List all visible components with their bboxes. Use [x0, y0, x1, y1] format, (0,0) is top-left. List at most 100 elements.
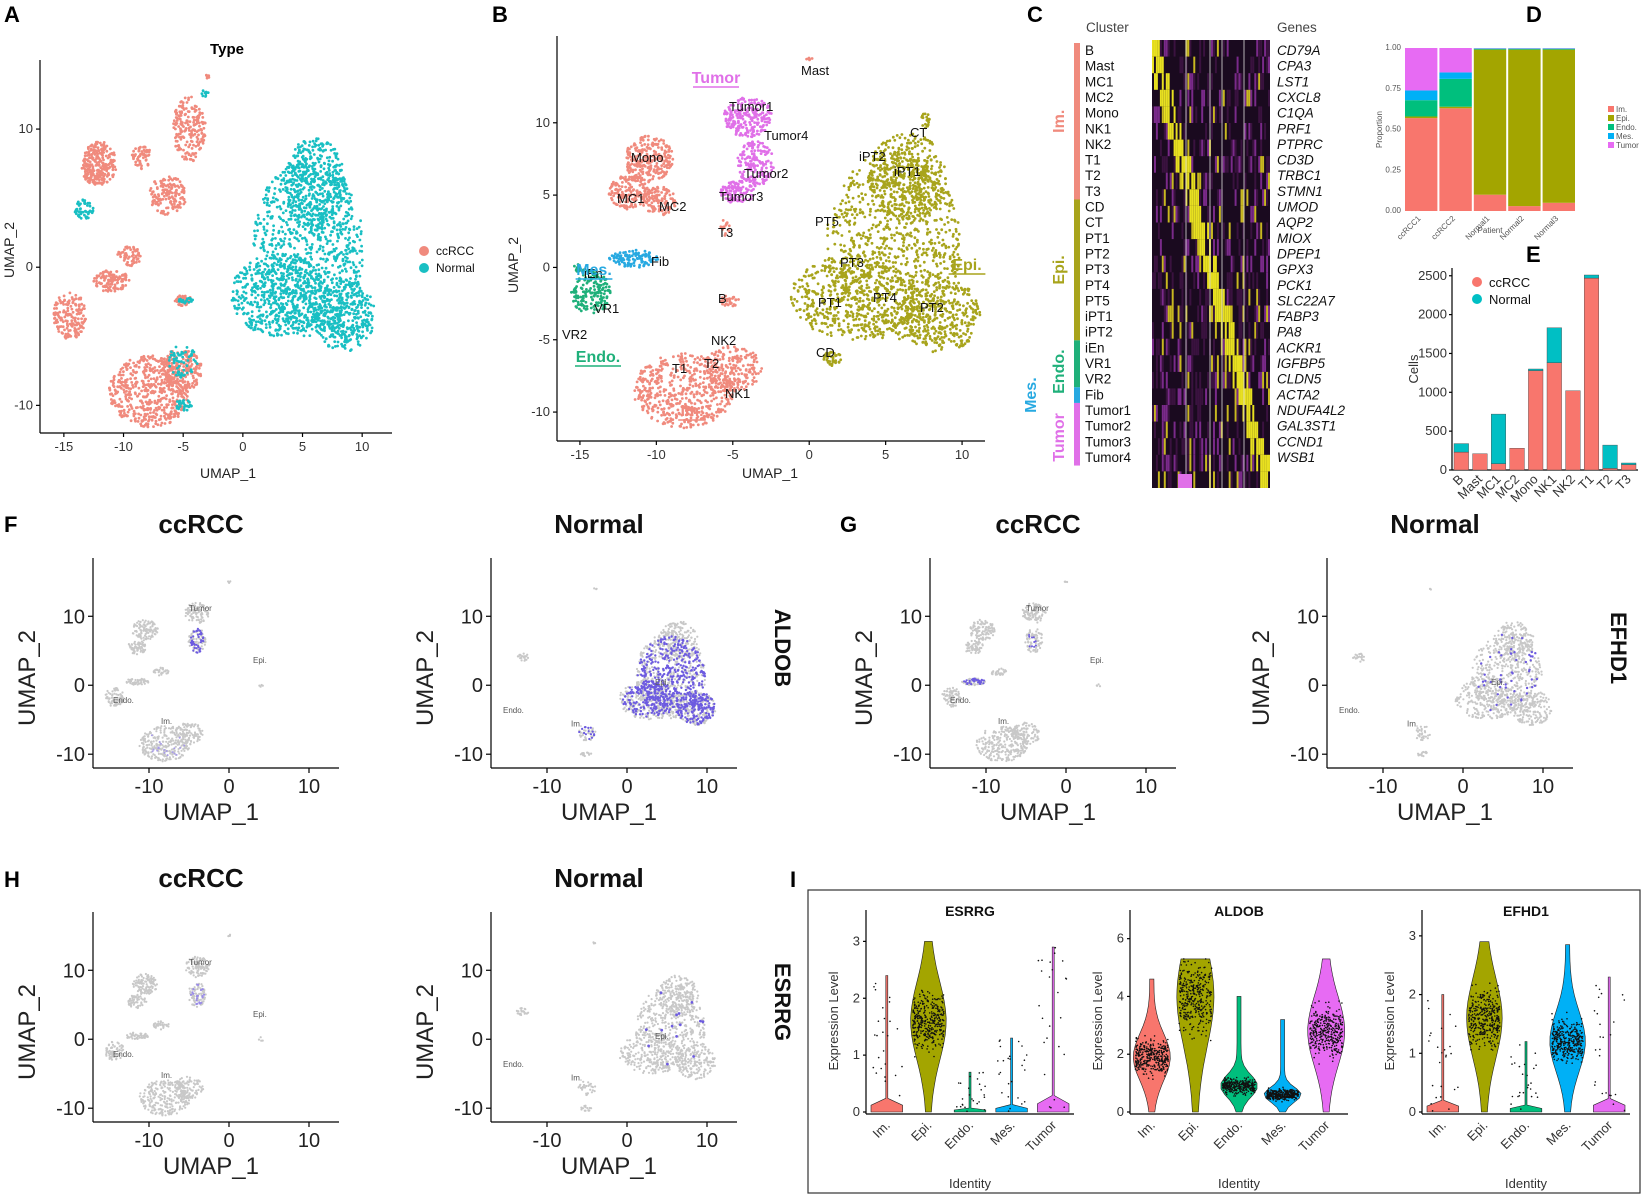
point [102, 289, 105, 293]
point [273, 295, 276, 299]
point [305, 240, 308, 243]
point [204, 94, 208, 98]
point [331, 209, 335, 213]
point [297, 149, 301, 153]
point [323, 202, 327, 206]
point [319, 164, 323, 168]
point [333, 340, 337, 343]
point [336, 157, 340, 161]
point [283, 266, 286, 270]
point [334, 165, 337, 169]
point [146, 149, 150, 153]
point [288, 162, 292, 166]
point [275, 257, 278, 261]
point [322, 149, 326, 152]
point [331, 200, 334, 204]
point [347, 207, 351, 211]
point [280, 225, 283, 229]
point [341, 325, 345, 328]
point [341, 269, 344, 273]
point [282, 263, 286, 266]
point [241, 295, 245, 299]
point [159, 424, 163, 427]
point [348, 333, 351, 337]
point [150, 418, 154, 422]
point [167, 370, 170, 373]
point [290, 165, 294, 169]
point [269, 306, 273, 309]
point [169, 177, 173, 181]
point [66, 300, 70, 304]
point [364, 313, 368, 317]
point [189, 154, 193, 158]
point [272, 228, 275, 232]
point [309, 185, 313, 189]
point [283, 170, 287, 174]
point [280, 305, 284, 308]
panel-a-title: Type [210, 41, 244, 58]
point [661, 399, 665, 403]
point [176, 352, 180, 355]
point [151, 389, 154, 393]
point [318, 226, 321, 230]
point [346, 256, 349, 260]
point [349, 199, 353, 203]
point [360, 244, 363, 248]
point [650, 205, 654, 209]
point [324, 181, 328, 185]
point [290, 276, 294, 279]
point [610, 196, 613, 200]
point [326, 195, 330, 199]
point [664, 192, 668, 196]
point [194, 155, 198, 159]
point [350, 308, 354, 311]
point [314, 312, 318, 316]
point [657, 386, 660, 390]
point [281, 230, 285, 234]
point [101, 162, 105, 165]
point [345, 301, 349, 305]
point [109, 398, 113, 401]
point [340, 199, 343, 203]
point [87, 210, 91, 214]
point [338, 285, 341, 289]
point [338, 223, 342, 227]
point [313, 205, 317, 208]
legend-label-ccrcc: ccRCC [436, 244, 474, 258]
point [295, 205, 298, 208]
point [333, 152, 336, 155]
point [667, 150, 671, 153]
point [360, 295, 364, 299]
point [304, 164, 307, 168]
point [175, 135, 178, 139]
point [298, 234, 302, 237]
point [354, 265, 358, 269]
point [289, 217, 293, 221]
point [93, 149, 97, 153]
point [324, 237, 328, 241]
point [155, 377, 159, 381]
point [647, 146, 651, 150]
point [190, 106, 194, 110]
point [186, 115, 190, 119]
point [181, 355, 185, 359]
point [150, 192, 154, 196]
point [327, 166, 331, 170]
point [83, 201, 86, 204]
point [341, 257, 345, 261]
point [319, 304, 322, 307]
point [331, 243, 335, 246]
point [331, 178, 335, 182]
x-tick-label: 0 [239, 439, 246, 454]
point [325, 310, 329, 314]
point [667, 395, 671, 399]
point [91, 171, 94, 175]
point [299, 271, 303, 275]
point [100, 153, 104, 157]
point [285, 292, 288, 296]
point [185, 371, 189, 375]
point [342, 253, 345, 256]
point [83, 307, 86, 310]
point [256, 229, 259, 233]
